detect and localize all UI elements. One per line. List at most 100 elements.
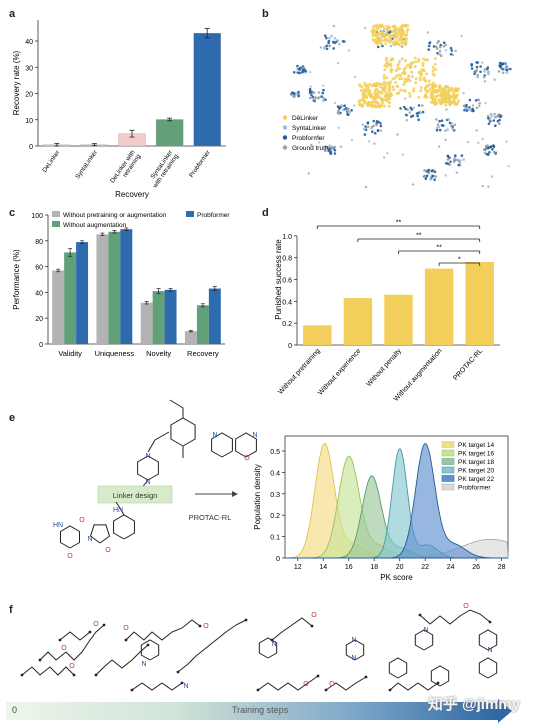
scatter-point [493, 78, 496, 81]
scatter-point [437, 125, 441, 129]
scatter-point [427, 168, 431, 172]
scatter-point [378, 104, 382, 108]
scatter-point [358, 83, 362, 87]
scatter-point [391, 25, 395, 29]
scatter-point [488, 119, 492, 123]
scatter-point [432, 90, 436, 94]
scatter-point [434, 94, 438, 98]
density-curve [285, 442, 508, 559]
scatter-point [381, 88, 385, 92]
x-tick-label: SyntaLinkerwith retraining [145, 149, 180, 190]
scatter-point [444, 138, 447, 141]
attachment-point [324, 688, 328, 692]
scatter-point [396, 133, 399, 136]
scatter-point [372, 119, 376, 123]
scatter-point [390, 30, 393, 33]
scatter-point [435, 128, 439, 132]
scatter-point [381, 98, 384, 102]
scatter-point [375, 32, 379, 36]
scatter-point [426, 58, 429, 62]
scatter-point [444, 49, 447, 52]
scatter-point [394, 34, 397, 37]
scatter-point [325, 47, 329, 51]
bar [343, 298, 373, 345]
scatter-point [475, 106, 479, 110]
scatter-point [304, 69, 308, 73]
scatter-point [333, 145, 337, 149]
scatter-point [292, 71, 296, 74]
scatter-point [361, 123, 364, 126]
scatter-point [421, 104, 424, 107]
axis-start-label: 0 [12, 705, 18, 715]
scatter-point [372, 39, 376, 42]
scatter-point [447, 92, 451, 96]
scatter-point [475, 61, 478, 64]
scatter-point [383, 156, 386, 159]
scatter-point [335, 40, 338, 44]
scatter-point [444, 97, 448, 101]
scatter-point [323, 34, 327, 37]
scatter-point [403, 24, 407, 28]
attachment-point [124, 638, 128, 642]
scatter-point [327, 41, 330, 44]
scatter-point [381, 32, 385, 36]
legend-label: SyntaLinker [292, 125, 327, 132]
x-tick-label-line: DeLinker with [109, 149, 137, 185]
scatter-point [417, 96, 421, 99]
scatter-point [398, 77, 402, 81]
scatter-point [506, 67, 510, 70]
scatter-point [363, 92, 367, 96]
scatter-point [366, 121, 370, 125]
scatter-point [379, 42, 383, 46]
scatter-point [316, 96, 320, 100]
scatter-point [460, 34, 463, 38]
scatter-point [477, 98, 480, 102]
methoxy-bond [169, 399, 184, 418]
x-tick-label: 22 [421, 564, 429, 571]
scatter-point [492, 144, 496, 148]
scatter-point [384, 98, 388, 102]
scatter-point [417, 59, 421, 63]
scatter-point [431, 169, 434, 173]
scatter-point [414, 81, 418, 85]
scatter-point [427, 44, 431, 48]
scatter-point [483, 151, 487, 154]
legend-label: PK target 16 [458, 451, 495, 458]
scatter-point [377, 39, 381, 43]
scatter-point [329, 150, 333, 154]
scatter-point [445, 99, 449, 103]
scatter-point [296, 67, 299, 71]
x-tick-label: 14 [319, 564, 327, 571]
scatter-point [363, 133, 367, 136]
arrow-head [498, 699, 512, 723]
scatter-point [433, 73, 436, 77]
scatter-point [443, 88, 447, 92]
scatter-point [456, 88, 460, 92]
scatter-point [448, 156, 451, 160]
scatter-point [410, 75, 414, 79]
scatter-point [383, 38, 387, 42]
scatter-point [433, 170, 437, 174]
scatter-point [324, 145, 328, 149]
scatter-point [374, 91, 377, 95]
scatter-point [377, 32, 381, 36]
scatter-point [440, 101, 444, 105]
scatter-point [382, 86, 386, 90]
scatter-point [375, 121, 379, 125]
legend-label: Ground truth [292, 145, 329, 152]
scatter-point [403, 72, 407, 75]
scatter-point [505, 66, 509, 69]
scatter-point [297, 94, 300, 98]
scatter-point [391, 34, 395, 38]
legend-marker [282, 145, 288, 150]
scatter-point [432, 90, 436, 94]
atom-label: N [423, 627, 428, 634]
scatter-point [380, 23, 384, 27]
scatter-point [360, 104, 364, 108]
method-label: PROTAC-RL [189, 513, 232, 522]
scatter-point [454, 96, 458, 100]
scatter-point [487, 116, 490, 120]
scatter-point [301, 70, 304, 74]
y-tick-label: 0.4 [282, 299, 292, 306]
scatter-point [363, 127, 366, 131]
